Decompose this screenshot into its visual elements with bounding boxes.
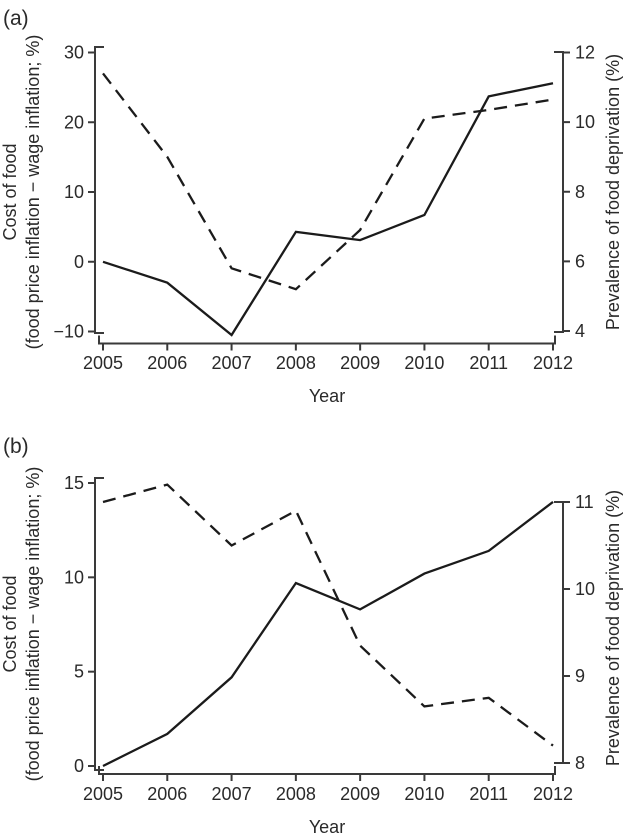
x-tick-label: 2008: [276, 784, 316, 804]
right-tick-label: 8: [575, 753, 585, 773]
x-tick-label: 2009: [340, 784, 380, 804]
panel-a-left-axis-title-line2: (food price inflation − wage inflation; …: [23, 35, 43, 350]
panel-a-xaxis-title: Year: [309, 386, 345, 406]
right-tick-label: 12: [575, 43, 595, 63]
left-axis-ticks: 0 5 10 15: [64, 473, 95, 776]
x-tick-label: 2008: [276, 353, 316, 373]
x-tick-label: 2011: [469, 784, 508, 804]
x-tick-label: 2010: [404, 784, 444, 804]
right-tick-label: 6: [575, 251, 585, 271]
panel-a-right-axis-title: Prevalence of food deprivation (%): [603, 54, 623, 330]
x-axis-ticks: 2005 2006 2007 2008 2009 2010 2011 2012: [83, 343, 573, 373]
x-tick-label: 2005: [83, 353, 123, 373]
panel-b-label: (b): [3, 435, 29, 458]
right-y-axis: [554, 51, 564, 333]
prevalence-of-food-deprivation-dashed-line: [102, 483, 554, 747]
x-tick-label: 2005: [83, 784, 123, 804]
left-axis-ticks: −10 0 10 20 30: [53, 43, 95, 342]
x-tick-label: 2011: [469, 353, 508, 373]
panel-b-right-axis-title: Prevalence of food deprivation (%): [603, 490, 623, 766]
left-tick-label: 10: [64, 567, 84, 587]
panel-b-xaxis-title: Year: [309, 817, 345, 837]
left-tick-label: 20: [64, 112, 84, 132]
left-tick-label: 30: [64, 43, 84, 63]
left-tick-label: 15: [64, 473, 84, 493]
right-tick-label: 10: [575, 579, 595, 599]
left-y-axis: [94, 46, 104, 334]
left-tick-label: 0: [74, 756, 84, 776]
panel-b-left-axis-title-line2: (food price inflation − wage inflation; …: [23, 467, 43, 782]
x-tick-label: 2007: [212, 353, 252, 373]
right-tick-label: 4: [575, 321, 585, 341]
x-tick-label: 2006: [147, 784, 187, 804]
right-tick-label: 11: [575, 492, 594, 512]
x-tick-label: 2012: [533, 353, 573, 373]
left-y-axis: [94, 477, 104, 771]
right-tick-label: 8: [575, 182, 585, 202]
x-axis: [98, 766, 556, 775]
right-tick-label: 9: [575, 666, 585, 686]
panel-b-plot: 0 5 10 15 8 9 10 11 2005 2006 2007 2008 2009 2010 2011…: [64, 473, 595, 804]
prevalence-of-food-deprivation-dashed-line: [102, 72, 554, 291]
left-tick-label: −10: [53, 322, 84, 342]
x-tick-label: 2009: [340, 353, 380, 373]
cost-of-food-solid-line: [102, 500, 554, 768]
panel-a-plot: −10 0 10 20 30 4 6 8 10 12 2005 2006 2007 2008 2009 201…: [53, 43, 595, 374]
right-tick-label: 10: [575, 112, 595, 132]
x-tick-label: 2006: [147, 353, 187, 373]
left-tick-label: 10: [64, 182, 84, 202]
cost-of-food-solid-line: [102, 82, 554, 337]
x-tick-label: 2010: [404, 353, 444, 373]
right-axis-ticks: 4 6 8 10 12: [563, 43, 595, 341]
x-tick-label: 2012: [533, 784, 573, 804]
left-tick-label: 5: [74, 662, 84, 682]
x-axis: [98, 335, 556, 345]
left-tick-label: 0: [74, 252, 84, 272]
panel-a-left-axis-title-line1: Cost of food: [0, 143, 20, 240]
right-axis-ticks: 8 9 10 11: [563, 492, 595, 773]
panel-b-left-axis-title-line1: Cost of food: [0, 575, 20, 672]
right-y-axis: [554, 501, 564, 764]
x-tick-label: 2007: [212, 784, 252, 804]
panel-a-label: (a): [3, 7, 29, 30]
x-axis-ticks: 2005 2006 2007 2008 2009 2010 2011 2012: [83, 774, 573, 804]
